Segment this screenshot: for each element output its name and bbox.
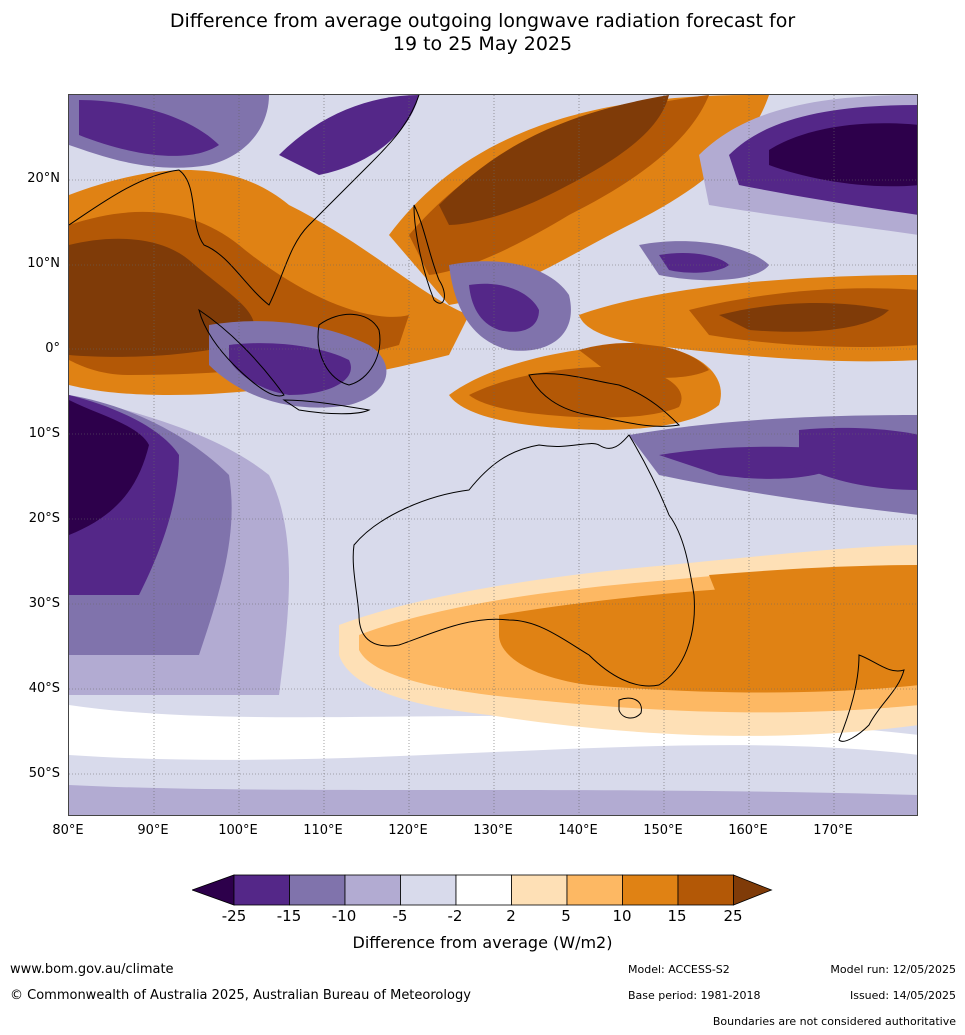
- java-outline: [282, 399, 371, 415]
- lat-label-30s: 30°S: [28, 596, 60, 611]
- lat-label-0: 0°: [45, 341, 60, 356]
- colorbar-label: Difference from average (W/m2): [352, 933, 613, 952]
- colorbar-tick-label: 15: [667, 907, 687, 925]
- graticule: [69, 95, 917, 815]
- borneo-outline: [317, 313, 381, 386]
- tasman-strong: [709, 565, 917, 617]
- model-text: Model: ACCESS-S2: [628, 963, 730, 976]
- colorbar-extend-high: [733, 874, 773, 906]
- colorbar-swatch: [677, 874, 734, 906]
- colorbar-swatch: [566, 874, 623, 906]
- southern-neutral-band: [69, 705, 917, 760]
- new-zealand-outline: [838, 654, 905, 742]
- lon-label-80e: 80°E: [52, 823, 84, 838]
- philippines-extreme-positive: [439, 95, 669, 225]
- lon-label-130e: 130°E: [473, 823, 513, 838]
- copyright-text: © Commonwealth of Australia 2025, Austra…: [10, 988, 471, 1003]
- lon-label-150e: 150°E: [643, 823, 683, 838]
- png-strong-positive: [469, 366, 682, 418]
- lon-label-120e: 120°E: [388, 823, 428, 838]
- title-line-2: 19 to 25 May 2025: [392, 33, 573, 55]
- colorbar-swatch: [455, 874, 512, 906]
- tasmania-outline: [618, 697, 642, 719]
- new-guinea-outline: [528, 373, 681, 427]
- sumatra-strong-purple: [229, 343, 351, 395]
- lat-label-10n: 10°N: [27, 256, 60, 271]
- philippines-outline: [413, 204, 445, 304]
- north-purple-west-strong: [79, 100, 219, 156]
- disclaimer-text: Boundaries are not considered authoritat…: [712, 1015, 956, 1028]
- colorbar-swatch: [344, 874, 401, 906]
- lon-label-110e: 110°E: [303, 823, 343, 838]
- micronesia-strong-purple: [659, 253, 729, 273]
- website-text: www.bom.gov.au/climate: [10, 962, 174, 977]
- fiji-strong-purple: [799, 427, 917, 490]
- northwest-extreme-positive: [69, 238, 255, 357]
- colorbar-extend-low: [192, 874, 235, 906]
- colorbar-tick-label: -10: [331, 907, 357, 925]
- sulawesi-strong-purple: [469, 283, 539, 332]
- sumatra-outline: [198, 308, 285, 397]
- colorbar-swatch: [622, 874, 679, 906]
- chart-title: Difference from average outgoing longwav…: [0, 10, 965, 56]
- colorbar-swatch: [511, 874, 568, 906]
- south-china-purple: [279, 95, 419, 175]
- southern-far-band: [69, 785, 917, 815]
- north-pacific-extreme: [769, 123, 917, 187]
- lat-label-20n: 20°N: [27, 171, 60, 186]
- lon-label-90e: 90°E: [137, 823, 169, 838]
- lat-label-10s: 10°S: [28, 426, 60, 441]
- model-run-text: Model run: 12/05/2025: [830, 963, 956, 976]
- issued-text: Issued: 14/05/2025: [849, 989, 956, 1002]
- lat-label-40s: 40°S: [28, 681, 60, 696]
- colorbar-tick-label: -2: [447, 907, 463, 925]
- base-period-text: Base period: 1981-2018: [628, 989, 761, 1002]
- asia-coastline: [69, 95, 420, 306]
- colorbar-tick-label: -15: [276, 907, 302, 925]
- colorbar-tick-label: -5: [392, 907, 408, 925]
- colorbar-tick-label: 25: [723, 907, 743, 925]
- colorbar-tick-label: 2: [506, 907, 516, 925]
- lat-label-20s: 20°S: [28, 511, 60, 526]
- colorbar-swatch: [400, 874, 457, 906]
- title-line-1: Difference from average outgoing longwav…: [169, 10, 796, 32]
- australia-outline: [352, 434, 695, 687]
- lon-label-100e: 100°E: [218, 823, 258, 838]
- colorbar-tick-label: 5: [561, 907, 571, 925]
- lat-label-50s: 50°S: [28, 766, 60, 781]
- anomaly-map: [68, 94, 918, 816]
- lon-label-170e: 170°E: [813, 823, 853, 838]
- colorbar-tick-label: 10: [612, 907, 632, 925]
- lon-label-160e: 160°E: [728, 823, 768, 838]
- equatorial-pacific-extreme: [719, 303, 889, 332]
- colorbar-swatch: [289, 874, 346, 906]
- colorbar-swatch: [233, 874, 290, 906]
- map-svg: [69, 95, 917, 815]
- colorbar-tick-label: -25: [221, 907, 247, 925]
- lon-label-140e: 140°E: [558, 823, 598, 838]
- png-north-positive: [579, 342, 709, 378]
- colorbar: [192, 874, 773, 906]
